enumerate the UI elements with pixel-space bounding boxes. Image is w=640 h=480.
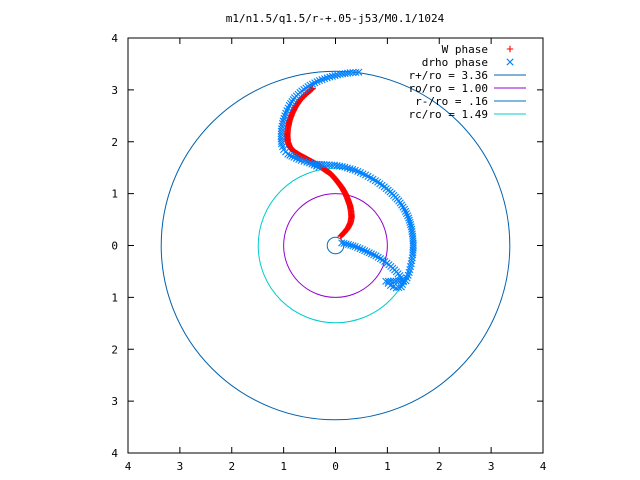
y-tick-label: 3 — [111, 84, 118, 97]
data-point — [280, 114, 288, 122]
data-point — [349, 68, 357, 77]
circles-layer — [160, 70, 511, 421]
legend-label-3: ro/ro = 1.00 — [409, 82, 488, 95]
data-point — [358, 246, 367, 254]
x-tick-label: 3 — [177, 460, 184, 473]
data-point — [278, 120, 287, 128]
data-point — [331, 72, 339, 80]
data-point — [297, 156, 305, 165]
x-tick-label: 3 — [488, 460, 495, 473]
data-point — [356, 245, 364, 253]
data-point — [404, 212, 412, 220]
data-point — [292, 154, 301, 162]
legend-label-0: W phase — [442, 43, 488, 56]
legend-marker-1 — [506, 58, 514, 66]
data-point — [406, 218, 414, 227]
data-point — [405, 216, 413, 224]
data-point — [367, 250, 376, 258]
x-tick-label: 0 — [332, 460, 339, 473]
data-point — [344, 240, 353, 249]
data-point — [343, 164, 352, 172]
data-point — [351, 166, 359, 174]
data-point — [349, 242, 357, 250]
data-point — [346, 165, 354, 173]
y-tick-label: 1 — [111, 291, 118, 304]
data-point — [312, 162, 321, 170]
series-1-markers — [277, 68, 417, 292]
legend-label-1: drho phase — [422, 56, 488, 69]
data-point — [346, 69, 354, 77]
x-tick-label: 4 — [540, 460, 547, 473]
data-point — [326, 73, 334, 81]
data-point — [351, 242, 359, 251]
y-tick-label: 2 — [111, 343, 118, 356]
data-point — [342, 240, 350, 248]
data-point — [308, 160, 316, 168]
chart-title: m1/n1.5/q1.5/r-+.05-j53/M0.1/1024 — [226, 12, 445, 25]
y-tick-label: 4 — [111, 32, 118, 45]
data-point — [281, 112, 289, 120]
x-tick-label: 2 — [436, 460, 443, 473]
y-tick-label: 1 — [111, 188, 118, 201]
circle-series-2 — [160, 70, 511, 421]
data-point — [352, 68, 360, 76]
data-point — [401, 207, 410, 215]
data-point — [288, 152, 296, 160]
data-point — [363, 248, 371, 256]
y-tick-label: 4 — [111, 447, 118, 460]
data-point — [361, 247, 369, 255]
data-point — [402, 210, 411, 218]
legend-marker-0 — [506, 45, 514, 53]
data-point — [338, 239, 346, 247]
data-point — [347, 241, 355, 249]
data-point — [396, 271, 404, 280]
data-point — [315, 163, 323, 171]
data-point — [340, 239, 348, 248]
x-tick-label: 2 — [228, 460, 235, 473]
data-point — [279, 117, 287, 125]
data-point — [349, 165, 357, 174]
data-point — [407, 223, 415, 231]
x-tick-label: 4 — [125, 460, 132, 473]
points-layer — [277, 68, 417, 292]
circle-series-3 — [283, 193, 388, 298]
data-point — [355, 68, 363, 76]
data-point — [295, 155, 303, 163]
data-point — [407, 260, 415, 268]
data-point — [370, 251, 378, 259]
x-tick-label: 1 — [280, 460, 287, 473]
data-point — [407, 221, 415, 229]
data-point — [290, 153, 298, 161]
data-point — [408, 257, 416, 265]
y-tick-label: 3 — [111, 395, 118, 408]
data-point — [310, 161, 318, 169]
data-point — [328, 72, 336, 80]
legend-label-4: r-/ro = .16 — [415, 95, 488, 108]
data-point — [365, 249, 373, 257]
legend-label-5: rc/ro = 1.49 — [409, 108, 488, 121]
y-tick-label: 0 — [111, 240, 118, 253]
legend-label-2: r+/ro = 3.36 — [409, 69, 488, 82]
data-point — [405, 214, 413, 222]
x-tick-label: 1 — [384, 460, 391, 473]
y-tick-label: 2 — [111, 136, 118, 149]
data-point — [354, 243, 362, 252]
